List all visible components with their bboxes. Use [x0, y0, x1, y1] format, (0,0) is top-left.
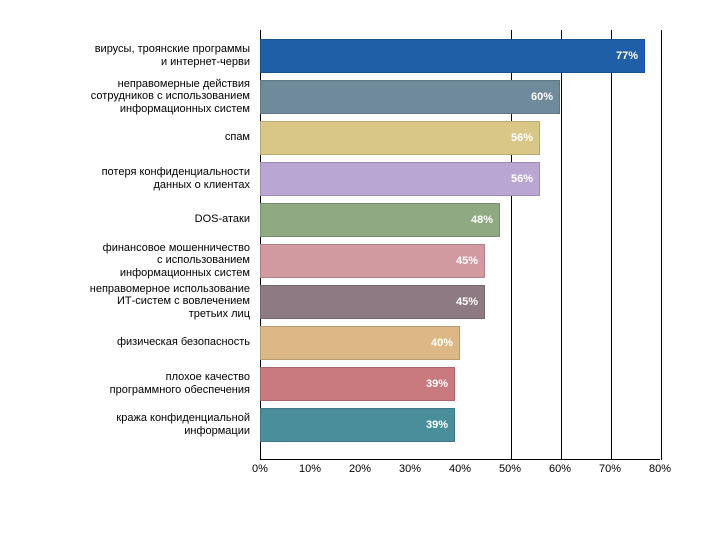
bar-value: 45%: [456, 255, 484, 267]
bar-chart: 0% 10% 20% 30% 40% 50% 60% 70% 80% вирусы, троян…: [55, 30, 675, 500]
x-tick-label: 30%: [399, 463, 421, 475]
bar: 40%: [260, 326, 460, 360]
bar: 45%: [260, 285, 485, 319]
x-tick-label: 50%: [499, 463, 521, 475]
bar: 56%: [260, 162, 540, 196]
bar-label: спам: [55, 131, 255, 144]
x-tick-label: 60%: [549, 463, 571, 475]
bar-value: 45%: [456, 296, 484, 308]
bar: 39%: [260, 367, 455, 401]
bar-value: 56%: [511, 173, 539, 185]
bar: 39%: [260, 408, 455, 442]
bar: 48%: [260, 203, 500, 237]
bar: 60%: [260, 80, 560, 114]
bar-value: 39%: [426, 419, 454, 431]
bar-value: 77%: [616, 50, 644, 62]
x-axis: 0%10%20%30%40%50%60%70%80%: [260, 460, 660, 485]
chart-row: неправомерное использованиеИТ-систем с в…: [55, 281, 675, 322]
x-tick-label: 20%: [349, 463, 371, 475]
bar-label: неправомерные действиясотрудников с испо…: [55, 78, 255, 116]
x-tick-label: 70%: [599, 463, 621, 475]
bar-label: вирусы, троянские программыи интернет-че…: [55, 43, 255, 68]
chart-row: потеря конфиденциальностиданных о клиент…: [55, 158, 675, 199]
chart-row: DOS-атаки 48%: [55, 199, 675, 240]
bar-label: DOS-атаки: [55, 213, 255, 226]
bar-value: 48%: [471, 214, 499, 226]
bar: 56%: [260, 121, 540, 155]
x-tick-label: 10%: [299, 463, 321, 475]
bar-label: кража конфиденциальнойинформации: [55, 412, 255, 437]
x-tick-label: 0%: [252, 463, 268, 475]
chart-row: кража конфиденциальнойинформации 39%: [55, 404, 675, 445]
bar-label: потеря конфиденциальностиданных о клиент…: [55, 166, 255, 191]
chart-row: плохое качествопрограммного обеспечения 3…: [55, 363, 675, 404]
bar: 77%: [260, 39, 645, 73]
bar-label: плохое качествопрограммного обеспечения: [55, 371, 255, 396]
chart-row: физическая безопасность 40%: [55, 322, 675, 363]
chart-row: вирусы, троянские программыи интернет-че…: [55, 35, 675, 76]
bar-label: неправомерное использованиеИТ-систем с в…: [55, 283, 255, 321]
bar-value: 39%: [426, 378, 454, 390]
chart-row: спам 56%: [55, 117, 675, 158]
bar-value: 56%: [511, 132, 539, 144]
bar-label: физическая безопасность: [55, 336, 255, 349]
bar-value: 40%: [431, 337, 459, 349]
x-tick-label: 80%: [649, 463, 671, 475]
chart-row: неправомерные действиясотрудников с испо…: [55, 76, 675, 117]
x-tick-label: 40%: [449, 463, 471, 475]
bar: 45%: [260, 244, 485, 278]
chart-row: финансовое мошенничествос использованием…: [55, 240, 675, 281]
bar-label: финансовое мошенничествос использованием…: [55, 242, 255, 280]
bar-value: 60%: [531, 91, 559, 103]
